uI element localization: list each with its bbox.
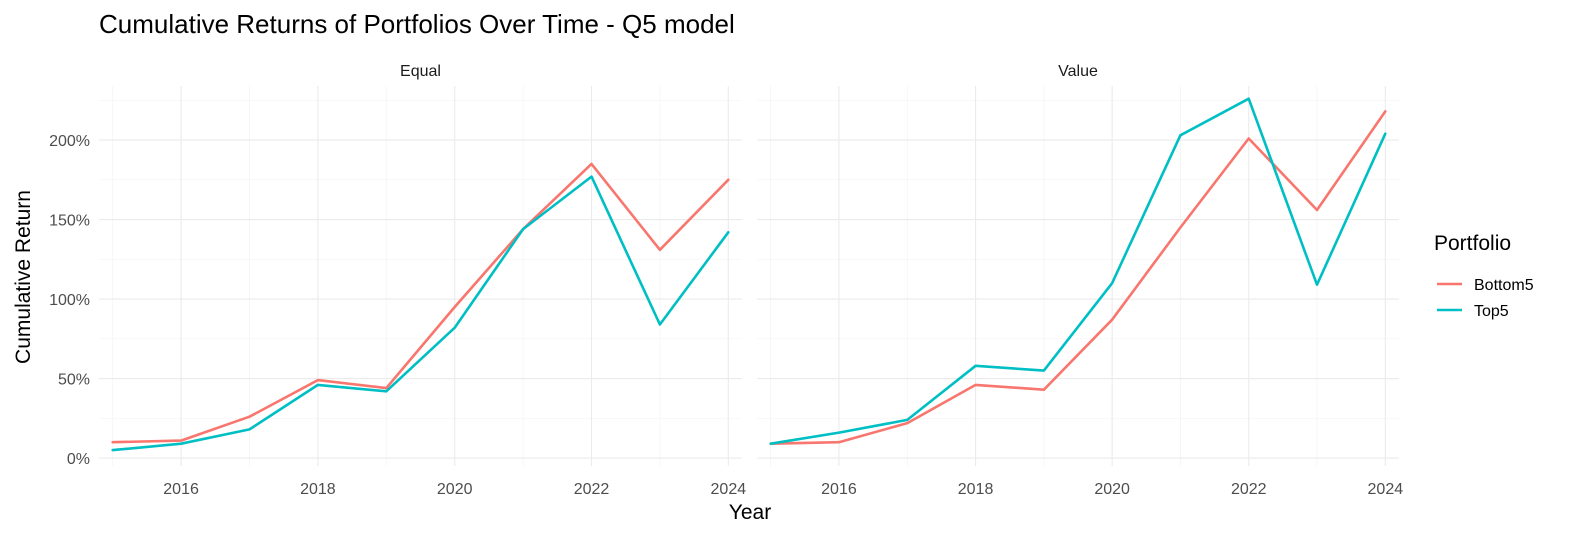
legend-title: Portfolio	[1434, 232, 1511, 255]
x-axis-title: Year	[729, 501, 771, 524]
series-line-bottom5-value	[769, 110, 1387, 446]
x-tick-label: 2016	[163, 481, 199, 498]
y-tick-label: 150%	[49, 213, 90, 230]
panel-equal: Equal 2016 2018 2020 2022 2024 0% 50% 100% 150% 20…	[49, 63, 746, 498]
y-tick-label: 50%	[58, 372, 90, 389]
legend: Portfolio Bottom5 Top5	[1434, 232, 1534, 320]
x-tick-label: 2024	[1368, 481, 1404, 498]
series-line-top5-value	[769, 97, 1387, 446]
legend-item-bottom5: Bottom5	[1437, 277, 1534, 294]
facet-label-equal: Equal	[400, 63, 441, 80]
x-tick-label: 2022	[574, 481, 610, 498]
legend-item-top5: Top5	[1437, 303, 1509, 320]
y-tick-label: 200%	[49, 133, 90, 150]
series-line-top5-equal	[111, 175, 730, 452]
y-axis-title: Cumulative Return	[12, 190, 35, 364]
legend-items: Bottom5 Top5	[1437, 277, 1534, 320]
x-tick-label: 2020	[1094, 481, 1130, 498]
x-tick-label: 2020	[437, 481, 473, 498]
series-line-bottom5-equal	[111, 162, 730, 444]
x-tick-label: 2024	[711, 481, 747, 498]
facet-label-value: Value	[1058, 63, 1098, 80]
x-tick-label: 2018	[300, 481, 336, 498]
y-tick-label: 100%	[49, 292, 90, 309]
panels-layer: Equal 2016 2018 2020 2022 2024 0% 50% 100% 150% 20…	[49, 63, 1403, 498]
x-tick-label: 2018	[958, 481, 994, 498]
x-tick-label: 2016	[821, 481, 857, 498]
legend-label-top5: Top5	[1474, 303, 1509, 320]
legend-label-bottom5: Bottom5	[1474, 277, 1534, 294]
chart-title: Cumulative Returns of Portfolios Over Ti…	[99, 9, 735, 39]
y-tick-label: 0%	[67, 451, 90, 468]
panel-value: Value 2016 2018 2020 2022 2024	[757, 63, 1403, 498]
x-tick-label: 2022	[1231, 481, 1267, 498]
